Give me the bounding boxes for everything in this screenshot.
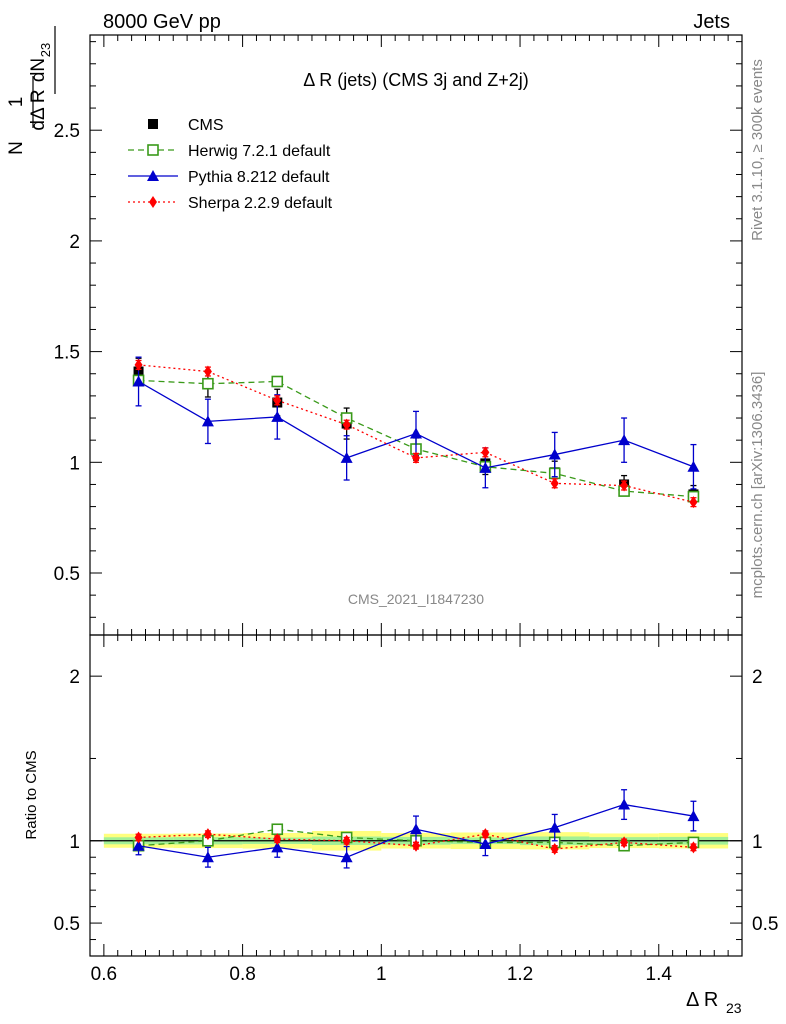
pythia-ratio-point (687, 810, 700, 822)
legend-herwig-label: Herwig 7.2.1 default (188, 143, 331, 160)
sherpa-point (134, 358, 143, 371)
header-right: Jets (693, 11, 730, 33)
ratio-frame (89, 634, 743, 957)
legend-herwig-marker (147, 144, 159, 156)
ratio-y-tick-label: 2 (69, 667, 80, 688)
sherpa-ratio-point (134, 831, 143, 844)
svg-text:N: N (6, 141, 27, 155)
sherpa-ratio-point (273, 833, 282, 846)
pythia-point (340, 451, 353, 463)
sherpa-point (481, 446, 490, 459)
legend-cms-marker (148, 119, 158, 129)
sherpa-point (412, 451, 420, 464)
pythia-ratio-point (479, 838, 492, 850)
pythia-ratio-point (618, 798, 631, 810)
legend-sherpa-marker (149, 196, 157, 208)
sherpa-point (689, 496, 698, 509)
pythia-point (548, 448, 561, 460)
ratio-y-label: Ratio to CMS (23, 750, 40, 839)
herwig-point (271, 375, 284, 388)
pythia-ratio-point (340, 851, 353, 863)
ratio-y-tick-label: 0.5 (54, 914, 80, 935)
chart-title: Δ R (jets) (CMS 3j and Z+2j) (303, 70, 529, 90)
pythia-point (410, 427, 422, 439)
ratio-y-tick-label-right: 2 (752, 667, 763, 688)
sherpa-point (273, 394, 282, 407)
rivet-label: Rivet 3.1.10, ≥ 300k events (749, 59, 766, 241)
y-tick-label: 2.5 (54, 121, 80, 142)
ratio-panel: 0.6 0.8 1 1.2 1.4 0.5 0.5 1 1 2 2 Ratio to CMS (23, 634, 778, 985)
x-tick-label: 0.8 (229, 964, 255, 985)
y-tick-label: 1 (69, 453, 80, 474)
sherpa-ratio-point (550, 843, 559, 855)
sherpa-ratio-point (689, 841, 698, 854)
pythia-ratio-point (201, 851, 214, 863)
sherpa-ratio-point (481, 828, 490, 841)
ratio-y-tick-label-right: 0.5 (752, 914, 778, 935)
legend-cms-label: CMS (188, 117, 224, 134)
pythia-point (479, 461, 492, 473)
sherpa-point (620, 479, 629, 492)
main-panel: 0.5 1 1.5 2 2.5 Δ R (jets) (CMS 3j and Z+2j)… (54, 34, 743, 636)
x-tick-label: 1.4 (646, 964, 673, 985)
legend: CMS Herwig 7.2.1 default Pythia 8.212 defa… (128, 117, 333, 212)
pythia-point (618, 434, 631, 446)
legend-sherpa-label: Sherpa 2.2.9 default (188, 195, 333, 212)
pythia-point (271, 410, 284, 422)
watermark: CMS_2021_I1847230 (348, 591, 484, 607)
svg-text:dΔ R: dΔ R (28, 89, 49, 130)
sherpa-ratio-line (138, 833, 694, 850)
pythia-point (132, 375, 145, 387)
pythia-point (201, 415, 214, 427)
x-tick-label: 0.6 (91, 964, 117, 985)
herwig-point (202, 377, 214, 390)
svg-text:1: 1 (6, 97, 27, 108)
pythia-ratio-point (410, 823, 422, 835)
sherpa-point (203, 365, 212, 378)
sherpa-ratio-point (203, 828, 212, 841)
ratio-y-tick-label-right: 1 (752, 832, 763, 853)
y-axis-label: 1 N dN dΔ R 23 (6, 26, 56, 155)
pythia-ratio-point (132, 839, 145, 851)
svg-text:dN: dN (28, 58, 49, 82)
herwig-ratio-point (271, 823, 284, 836)
pythia-point (687, 460, 700, 472)
svg-text:23: 23 (726, 1000, 742, 1016)
sherpa-point (342, 418, 351, 431)
y-tick-label: 2 (69, 232, 80, 253)
x-tick-label: 1.2 (507, 964, 533, 985)
sherpa-point (550, 477, 559, 490)
sherpa-ratio-point (620, 836, 629, 849)
pythia-ratio-point (548, 821, 561, 833)
y-tick-label: 0.5 (54, 564, 80, 585)
y-tick-label: 1.5 (54, 343, 80, 364)
sherpa-ratio-point (412, 839, 420, 852)
ratio-y-tick-label: 1 (69, 832, 80, 853)
mcplots-label: mcplots.cern.ch [arXiv:1306.3436] (749, 372, 766, 599)
header-left: 8000 GeV pp (103, 11, 221, 33)
x-axis-label: Δ R 23 (686, 989, 742, 1016)
legend-pythia-marker (147, 170, 159, 181)
sherpa-ratio-point (342, 834, 351, 847)
legend-pythia-label: Pythia 8.212 default (188, 169, 330, 186)
svg-text:23: 23 (38, 43, 53, 57)
svg-text:Δ R: Δ R (686, 989, 718, 1011)
pythia-ratio-point (271, 841, 284, 853)
x-tick-label: 1 (376, 964, 387, 985)
